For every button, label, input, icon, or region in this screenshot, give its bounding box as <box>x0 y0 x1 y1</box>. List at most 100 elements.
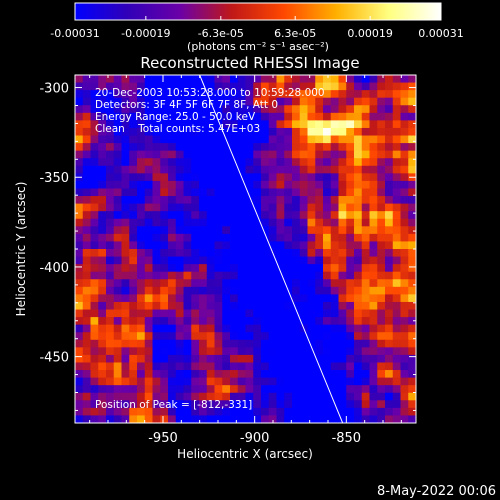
heatmap-cell <box>323 347 332 356</box>
heatmap-cell <box>214 339 223 348</box>
heatmap-cell <box>292 362 301 371</box>
heatmap-cell <box>245 309 254 318</box>
heatmap-cell <box>385 392 394 401</box>
heatmap-cell <box>400 188 409 197</box>
heatmap-cell <box>206 82 216 91</box>
heatmap-cell <box>276 188 285 197</box>
heatmap-cell <box>299 256 309 265</box>
heatmap-cell <box>90 127 99 137</box>
heatmap-cell <box>268 317 278 326</box>
heatmap-cell <box>175 400 185 409</box>
heatmap-cell <box>183 286 192 295</box>
heatmap-cell <box>98 143 107 152</box>
heatmap-cell <box>129 294 138 303</box>
heatmap-cell <box>307 135 316 144</box>
heatmap-cell <box>129 354 138 364</box>
heatmap-cell <box>361 218 371 227</box>
heatmap-cell <box>354 211 363 220</box>
heatmap-cell <box>129 415 138 423</box>
heatmap-cell <box>354 203 363 212</box>
heatmap-cell <box>315 218 324 227</box>
heatmap-cell <box>261 407 270 417</box>
heatmap-cell <box>338 385 347 394</box>
heatmap-cell <box>307 90 316 99</box>
heatmap-cell <box>377 143 386 152</box>
heatmap-cell <box>237 188 247 197</box>
heatmap-cell <box>323 211 332 220</box>
heatmap-cell <box>299 196 309 205</box>
heatmap-cell <box>222 415 231 423</box>
heatmap-cell <box>106 127 115 137</box>
heatmap-cell <box>245 82 254 91</box>
heatmap-cell <box>199 339 208 348</box>
heatmap-cell <box>253 82 262 91</box>
heatmap-cell <box>75 347 84 356</box>
heatmap-cell <box>82 82 92 91</box>
heatmap-cell <box>253 180 262 190</box>
heatmap-cell <box>323 165 332 174</box>
heatmap-cell <box>408 301 416 311</box>
heatmap-cell <box>354 218 363 227</box>
heatmap-cell <box>385 400 394 409</box>
heatmap-cell <box>183 347 192 356</box>
axis-ticks: -950 -900 -850-300-350-400-450 <box>39 75 416 446</box>
heatmap-cell <box>330 173 340 182</box>
heatmap-cell <box>129 120 138 129</box>
heatmap-cell <box>137 211 146 220</box>
heatmap-cell <box>268 188 278 197</box>
heatmap-cell <box>199 264 208 273</box>
heatmap-cell <box>307 415 316 423</box>
heatmap-cell <box>408 226 416 235</box>
heatmap-cell <box>144 324 154 333</box>
heatmap-cell <box>144 150 154 159</box>
heatmap-cell <box>245 317 254 326</box>
heatmap-cell <box>338 233 347 243</box>
heatmap-cell <box>268 127 278 137</box>
heatmap-cell <box>175 112 185 121</box>
heatmap-cell <box>75 105 84 114</box>
heatmap-cell <box>206 226 216 235</box>
heatmap-cell <box>199 241 208 250</box>
heatmap-cell <box>214 97 223 106</box>
heatmap-cell <box>315 256 324 265</box>
heatmap-cell <box>82 407 92 417</box>
heatmap-cell <box>276 415 285 423</box>
heatmap-cell <box>323 377 332 386</box>
heatmap-cell <box>168 226 177 235</box>
heatmap-cell <box>191 279 200 288</box>
heatmap-cell <box>152 188 161 197</box>
heatmap-cell <box>113 173 123 182</box>
heatmap-cell <box>137 301 146 311</box>
heatmap-cell <box>307 105 316 114</box>
heatmap-cell <box>222 400 231 409</box>
colorbar-tick-label: -0.00019 <box>121 27 170 40</box>
heatmap-cell <box>175 415 185 423</box>
heatmap-cell <box>230 324 239 333</box>
heatmap-cell <box>408 294 416 303</box>
heatmap-cell <box>82 90 92 99</box>
heatmap-cell <box>90 241 99 250</box>
heatmap-cell <box>75 415 84 423</box>
heatmap-cell <box>261 120 270 129</box>
heatmap-cell <box>160 301 169 311</box>
colorbar-tick-label: -6.3e-05 <box>198 27 244 40</box>
heatmap-cell <box>160 173 169 182</box>
heatmap-cell <box>307 196 316 205</box>
heatmap-cell <box>361 392 371 401</box>
heatmap-cell <box>284 105 293 114</box>
heatmap-cell <box>307 203 316 212</box>
heatmap-cell <box>292 105 301 114</box>
heatmap-cell <box>121 377 130 386</box>
heatmap-cell <box>346 105 355 114</box>
heatmap-cell <box>144 339 154 348</box>
heatmap-cell <box>268 354 278 364</box>
heatmap-cell <box>137 392 146 401</box>
heatmap-cell <box>82 196 92 205</box>
heatmap-cell <box>214 385 223 394</box>
heatmap-cell <box>307 180 316 190</box>
heatmap-cell <box>307 188 316 197</box>
heatmap-cell <box>276 233 285 243</box>
heatmap-cell <box>392 203 402 212</box>
heatmap-cell <box>183 196 192 205</box>
heatmap-cell <box>392 354 402 364</box>
